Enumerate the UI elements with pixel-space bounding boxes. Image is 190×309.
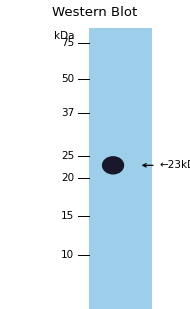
Text: 25: 25: [61, 151, 74, 161]
Text: 50: 50: [61, 74, 74, 84]
Text: Western Blot: Western Blot: [52, 6, 138, 19]
Ellipse shape: [103, 157, 124, 174]
Text: ←23kDa: ←23kDa: [160, 160, 190, 170]
Text: kDa: kDa: [54, 31, 74, 40]
Text: 37: 37: [61, 108, 74, 118]
Text: 15: 15: [61, 211, 74, 221]
Text: 10: 10: [61, 250, 74, 260]
Text: 75: 75: [61, 38, 74, 48]
Text: 20: 20: [61, 173, 74, 183]
Bar: [89, 28, 152, 309]
